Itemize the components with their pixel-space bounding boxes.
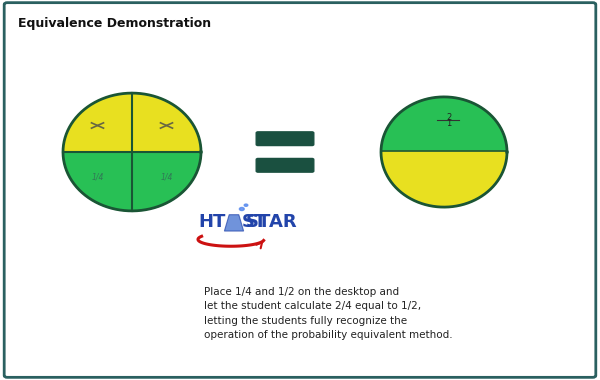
Polygon shape xyxy=(224,215,244,231)
Text: HT: HT xyxy=(198,213,226,231)
Text: STAR: STAR xyxy=(246,213,298,231)
Polygon shape xyxy=(63,93,201,152)
Text: Place 1/4 and 1/2 on the desktop and
let the student calculate 2/4 equal to 1/2,: Place 1/4 and 1/2 on the desktop and let… xyxy=(204,287,452,340)
Text: 2: 2 xyxy=(446,112,451,122)
Text: 1/4: 1/4 xyxy=(160,172,173,181)
Text: 1: 1 xyxy=(446,119,451,128)
Text: 1/4: 1/4 xyxy=(91,172,104,181)
Text: ST: ST xyxy=(242,213,267,231)
Circle shape xyxy=(244,204,248,206)
Polygon shape xyxy=(381,97,507,151)
Polygon shape xyxy=(381,151,507,207)
FancyBboxPatch shape xyxy=(256,132,314,146)
FancyBboxPatch shape xyxy=(256,158,314,172)
Text: Equivalence Demonstration: Equivalence Demonstration xyxy=(18,17,211,30)
Polygon shape xyxy=(63,152,201,211)
Circle shape xyxy=(239,207,244,211)
